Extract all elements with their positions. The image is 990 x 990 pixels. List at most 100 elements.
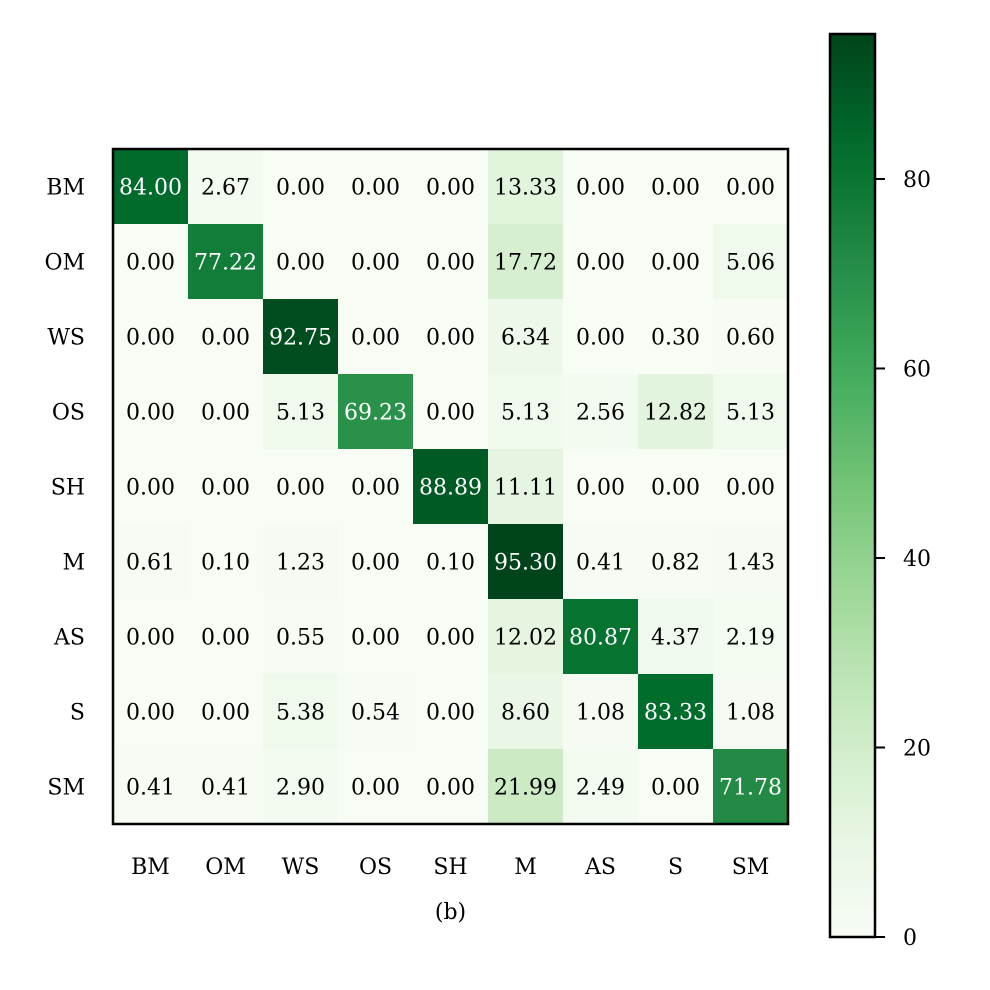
cell-value-label: 0.00	[426, 701, 475, 726]
cell-value-label: 0.00	[126, 401, 175, 426]
heatmap-cell-M-WS	[263, 524, 339, 600]
heatmap-cell-M-AS	[563, 524, 639, 600]
heatmap-cell-BM-BM	[113, 149, 189, 225]
heatmap-cell-M-SH	[413, 524, 489, 600]
colorbar-ticks: 0 20 40 60 80	[875, 168, 931, 951]
cell-value-label: 0.00	[351, 476, 400, 501]
row-label-BM: BM	[46, 176, 85, 201]
row-label-AS: AS	[53, 626, 85, 651]
cell-value-label: 0.00	[351, 551, 400, 576]
heatmap-cell-SM-WS	[263, 749, 339, 825]
column-label-AS: AS	[584, 855, 616, 880]
cell-value-label: 0.60	[726, 326, 775, 351]
column-label-OM: OM	[205, 855, 246, 880]
cell-value-label: 17.72	[494, 251, 557, 276]
cell-value-label: 0.41	[126, 776, 175, 801]
cell-value-label: 0.00	[426, 251, 475, 276]
cell-value-label: 0.00	[651, 476, 700, 501]
cell-value-label: 77.22	[194, 251, 257, 276]
heatmap-cell-OM-M	[488, 224, 564, 300]
heatmap-cell-OM-BM	[113, 224, 189, 300]
heatmap-cell-AS-BM	[113, 599, 189, 675]
row-label-SH: SH	[51, 476, 85, 501]
cell-value-label: 0.00	[426, 776, 475, 801]
cell-value-label: 13.33	[494, 176, 557, 201]
heatmap-cell-SH-SM	[713, 449, 789, 525]
cell-value-label: 12.82	[644, 401, 707, 426]
heatmap-cell-S-OM	[188, 674, 264, 750]
cell-value-label: 0.10	[201, 551, 250, 576]
cell-value-label: 95.30	[494, 551, 557, 576]
heatmap-cell-M-M	[488, 524, 564, 600]
heatmap-cell-BM-OS	[338, 149, 414, 225]
heatmap-cell-AS-WS	[263, 599, 339, 675]
heatmap-cell-OS-SM	[713, 374, 789, 450]
heatmap-cell-S-OS	[338, 674, 414, 750]
cell-value-label: 0.00	[651, 251, 700, 276]
heatmap-cell-OM-OS	[338, 224, 414, 300]
heatmap-cell-SH-S	[638, 449, 714, 525]
cell-value-label: 8.60	[501, 701, 550, 726]
cell-value-label: 83.33	[644, 701, 707, 726]
cell-value-label: 0.00	[726, 176, 775, 201]
row-label-OS: OS	[52, 401, 85, 426]
heatmap-cell-BM-SM	[713, 149, 789, 225]
cell-value-label: 11.11	[494, 476, 557, 501]
cell-value-label: 5.13	[276, 401, 325, 426]
row-label-S: S	[70, 701, 85, 726]
cell-value-label: 0.00	[201, 326, 250, 351]
cell-value-label: 0.00	[576, 476, 625, 501]
heatmap-cell-WS-S	[638, 299, 714, 375]
row-tick-labels: BM OM WS OS SH M AS S SM	[44, 176, 85, 801]
heatmap-cell-OM-SH	[413, 224, 489, 300]
heatmap-cell-OS-AS	[563, 374, 639, 450]
column-label-M: M	[514, 855, 537, 880]
heatmap-cell-AS-OS	[338, 599, 414, 675]
heatmap-cell-SM-SH	[413, 749, 489, 825]
cell-value-label: 1.08	[726, 701, 775, 726]
cell-value-label: 0.00	[126, 251, 175, 276]
heatmap-cells	[113, 149, 789, 825]
cell-value-label: 0.00	[351, 176, 400, 201]
cell-value-label: 0.10	[426, 551, 475, 576]
cell-value-label: 2.49	[576, 776, 625, 801]
heatmap-cell-BM-SH	[413, 149, 489, 225]
cell-value-label: 2.56	[576, 401, 625, 426]
cell-value-label: 1.08	[576, 701, 625, 726]
cell-value-label: 1.43	[726, 551, 775, 576]
cell-value-label: 0.00	[126, 326, 175, 351]
row-label-WS: WS	[47, 326, 85, 351]
heatmap-cell-WS-WS	[263, 299, 339, 375]
heatmap-cell-WS-M	[488, 299, 564, 375]
cell-value-label: 5.13	[726, 401, 775, 426]
heatmap-cell-BM-S	[638, 149, 714, 225]
heatmap-cell-OM-WS	[263, 224, 339, 300]
cell-value-label: 88.89	[419, 476, 482, 501]
heatmap-cell-SM-S	[638, 749, 714, 825]
heatmap-cell-SH-WS	[263, 449, 339, 525]
cell-value-label: 0.41	[576, 551, 625, 576]
heatmap-cell-OS-M	[488, 374, 564, 450]
heatmap-cell-S-M	[488, 674, 564, 750]
cell-value-label: 0.00	[276, 176, 325, 201]
heatmap-cell-OS-SH	[413, 374, 489, 450]
cell-value-label: 0.30	[651, 326, 700, 351]
heatmap-cell-BM-AS	[563, 149, 639, 225]
cell-value-label: 0.00	[426, 626, 475, 651]
cell-value-label: 0.00	[726, 476, 775, 501]
cell-value-label: 0.55	[276, 626, 325, 651]
heatmap-cell-SM-M	[488, 749, 564, 825]
heatmap-cell-OM-OM	[188, 224, 264, 300]
heatmap-cell-OS-WS	[263, 374, 339, 450]
cell-value-label: 5.06	[726, 251, 775, 276]
cell-value-label: 69.23	[344, 401, 407, 426]
heatmap-cell-WS-BM	[113, 299, 189, 375]
cell-value-label: 0.41	[201, 776, 250, 801]
heatmap-cell-AS-AS	[563, 599, 639, 675]
cell-value-label: 0.00	[276, 251, 325, 276]
cell-value-label: 0.00	[576, 326, 625, 351]
cell-value-label: 0.61	[126, 551, 175, 576]
cell-value-label: 71.78	[719, 776, 782, 801]
heatmap-cell-SM-OS	[338, 749, 414, 825]
